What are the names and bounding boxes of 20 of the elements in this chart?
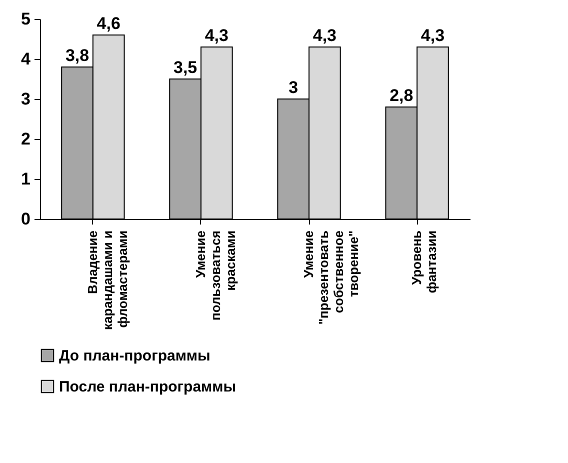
x-tick-label: Умение "презентовать собственное творение"	[301, 230, 362, 325]
legend-label: До план-программы	[59, 348, 210, 364]
y-tick-label: 5	[21, 10, 30, 28]
x-tick-label: Умение пользоваться красками	[192, 230, 238, 321]
legend-label: После план-программы	[59, 378, 236, 396]
data-label: 4,6	[96, 14, 120, 33]
x-tick-label: Владение карандашами и фломастерами	[84, 230, 130, 330]
data-label: 2,8	[390, 86, 414, 105]
y-tick-label: 2	[21, 130, 30, 148]
data-label: 4,3	[420, 26, 445, 45]
data-label: 3,5	[173, 58, 198, 77]
y-tick-label: 1	[21, 170, 30, 188]
y-tick-label: 4	[21, 50, 32, 68]
data-label: 3	[288, 78, 298, 97]
data-label: 4,3	[312, 26, 337, 45]
data-label: 3,8	[65, 46, 90, 65]
y-tick-label: 3	[21, 90, 30, 108]
x-tick-label: Уровень фантазии	[409, 230, 440, 294]
data-label: 4,3	[204, 26, 228, 45]
y-tick-label: 0	[21, 210, 30, 228]
